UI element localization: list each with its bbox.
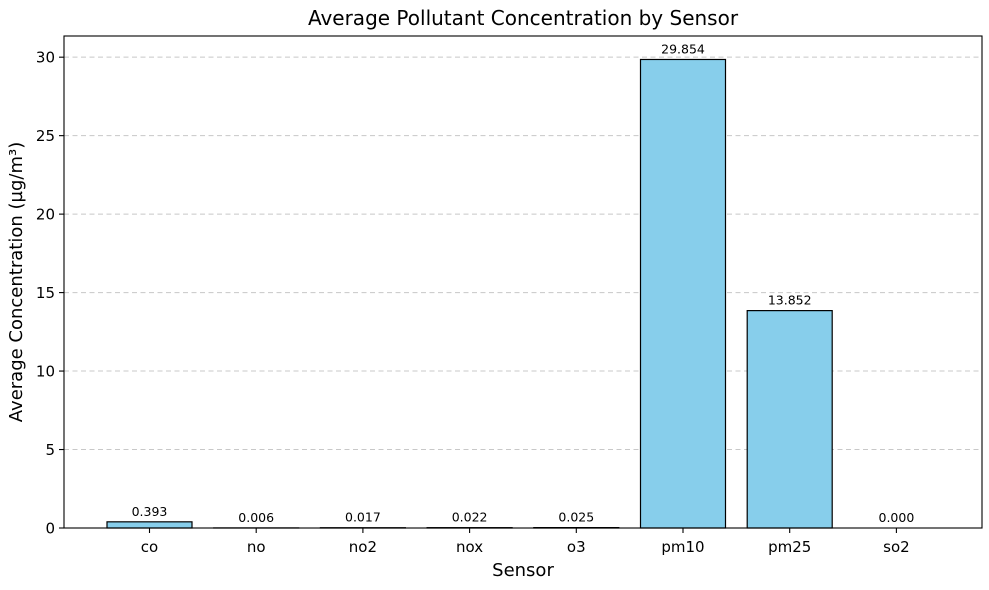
data-labels: 0.393 0.006 0.017 0.022 0.025 29.854 13.852 0.0…	[132, 41, 915, 525]
data-label-no: 0.006	[238, 510, 274, 525]
bar-co	[106, 521, 193, 529]
x-axis-ticks: co no no2 nox o3 pm10 pm25 so2	[141, 528, 910, 556]
y-tick-label: 0	[45, 520, 55, 538]
y-tick-label: 5	[45, 441, 55, 459]
x-tick-label-o3: o3	[567, 538, 586, 556]
y-tick-label: 30	[36, 49, 55, 67]
bar-pm25	[746, 310, 833, 529]
bar-pm10	[639, 58, 727, 529]
bars	[106, 58, 833, 529]
x-tick-label-pm10: pm10	[661, 538, 704, 556]
y-axis-ticks: 0 5 10 15 20 25 30	[36, 49, 64, 538]
chart-title: Average Pollutant Concentration by Senso…	[308, 6, 739, 30]
y-tick-label: 10	[36, 363, 55, 381]
y-tick-label: 15	[36, 284, 55, 302]
x-tick-label-no2: no2	[349, 538, 377, 556]
data-label-so2: 0.000	[879, 510, 915, 525]
y-tick-label: 25	[36, 127, 55, 145]
data-label-co: 0.393	[132, 504, 168, 519]
plot-frame	[63, 35, 983, 529]
data-label-no2: 0.017	[345, 510, 381, 525]
x-tick-label-pm25: pm25	[768, 538, 811, 556]
data-label-o3: 0.025	[558, 510, 594, 525]
grid-lines	[64, 56, 982, 451]
data-label-pm25: 13.852	[768, 293, 812, 308]
x-tick-label-no: no	[247, 538, 266, 556]
x-tick-label-co: co	[141, 538, 158, 556]
x-tick-label-nox: nox	[456, 538, 483, 556]
y-axis-label: Average Concentration (µg/m³)	[6, 142, 27, 422]
data-label-pm10: 29.854	[661, 41, 705, 56]
data-label-nox: 0.022	[452, 510, 488, 525]
x-axis-label: Sensor	[492, 560, 554, 581]
y-tick-label: 20	[36, 206, 55, 224]
x-tick-label-so2: so2	[883, 538, 910, 556]
